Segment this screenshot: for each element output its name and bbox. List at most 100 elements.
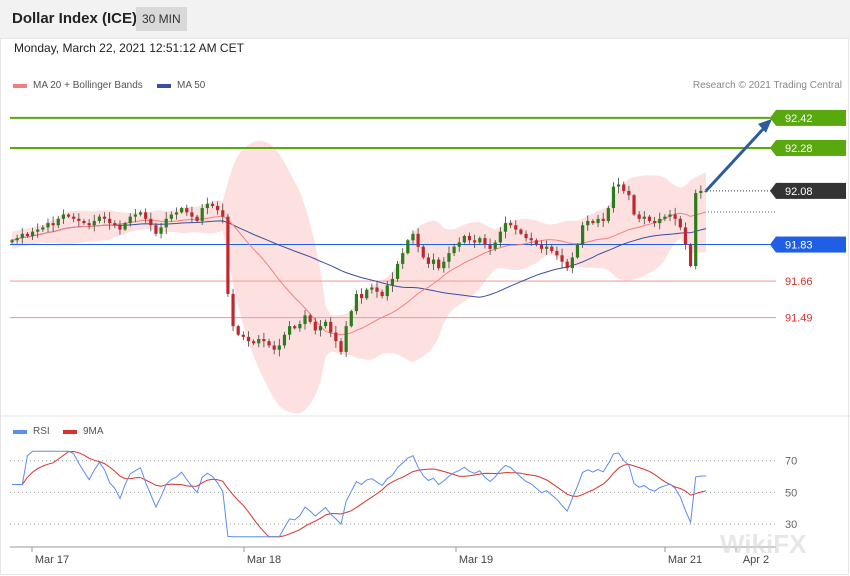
candle-body	[174, 212, 179, 215]
ma20-swatch	[13, 83, 27, 88]
candle-body	[77, 218, 81, 221]
candle-body	[87, 223, 91, 226]
rsi-level-label: 30	[785, 519, 797, 531]
candle-body	[133, 214, 137, 217]
x-tick-label: Mar 19	[459, 554, 493, 566]
candle-body	[293, 326, 297, 329]
candle-body	[108, 218, 112, 224]
candle-body	[277, 345, 281, 350]
timeframe-badge[interactable]: 30 MIN	[136, 7, 187, 31]
candle-body	[699, 190, 703, 194]
level-91-49-label: 91.49	[785, 313, 813, 325]
candle-body	[478, 238, 482, 243]
level-92-08-tag-tip	[770, 182, 781, 199]
candle-body	[231, 293, 235, 327]
candle-body	[591, 220, 595, 224]
level-91-83-label: 91.83	[785, 240, 813, 252]
candle-body	[10, 240, 14, 243]
candle-body	[447, 253, 451, 262]
rsi-swatch	[13, 429, 27, 434]
candle-body	[216, 205, 220, 211]
candle-body	[30, 231, 35, 236]
candle-body	[421, 246, 425, 258]
candle-body	[370, 287, 374, 290]
candle-body	[452, 246, 456, 254]
candle-body	[683, 227, 688, 245]
x-tick-label: Mar 21	[668, 554, 702, 566]
candle-body	[473, 240, 477, 243]
candle-body	[128, 216, 132, 224]
candle-body	[462, 235, 466, 243]
chart-datetime: Monday, March 22, 2021 12:51:12 AM CET	[14, 41, 244, 55]
rsi-line	[12, 450, 706, 538]
candle-body	[56, 218, 60, 226]
candle-body	[437, 259, 441, 269]
level-92-28-tag-tip	[770, 139, 781, 156]
candle-body	[442, 261, 446, 269]
candle-body	[257, 339, 261, 344]
level-91-83-tag	[780, 236, 846, 253]
legend-rsi-ma: 9MA	[63, 426, 104, 437]
candle-body	[483, 238, 487, 245]
candle-body	[493, 242, 497, 249]
candle-body	[36, 229, 40, 232]
candle-body	[334, 332, 338, 342]
legend-ma50: MA 50	[157, 80, 205, 91]
forecast-arrow-shaft	[704, 124, 768, 192]
candle-body	[514, 225, 518, 230]
candle-body	[411, 233, 415, 241]
candle-body	[637, 214, 641, 219]
candle-body	[210, 203, 215, 206]
candle-body	[678, 218, 682, 228]
candle-body	[509, 223, 513, 226]
candle-body	[565, 261, 569, 269]
forecast-arrow-head	[758, 118, 772, 133]
candle-body	[406, 240, 410, 254]
candle-body	[652, 220, 657, 224]
candle-body	[92, 220, 96, 226]
candle-body	[668, 214, 672, 217]
candle-body	[688, 244, 693, 267]
candle-body	[82, 220, 86, 224]
candle-body	[375, 287, 379, 292]
level-92-28-label: 92.28	[785, 143, 813, 155]
candle-body	[169, 214, 173, 219]
ma20-label: MA 20 + Bollinger Bands	[33, 80, 143, 91]
legend-ma20: MA 20 + Bollinger Bands	[13, 80, 143, 91]
candle-body	[185, 208, 189, 213]
candle-body	[344, 326, 348, 352]
ma50-swatch	[157, 83, 171, 88]
candle-body	[390, 278, 395, 286]
rsi-label: RSI	[33, 426, 50, 437]
candle-body	[498, 231, 502, 243]
candle-body	[663, 216, 667, 219]
candle-body	[25, 233, 30, 236]
candle-body	[365, 289, 369, 299]
candle-body	[138, 212, 143, 215]
candle-body	[704, 190, 708, 192]
candle-body	[606, 208, 610, 221]
candle-body	[426, 257, 430, 264]
candle-body	[200, 208, 204, 221]
candle-body	[72, 216, 76, 219]
candle-body	[503, 223, 508, 232]
candle-body	[195, 216, 199, 221]
rsi-ma-swatch	[63, 429, 77, 434]
candle-body	[622, 184, 626, 191]
candle-body	[118, 225, 122, 230]
x-tick-label: Mar 18	[247, 554, 281, 566]
candle-body	[395, 263, 400, 279]
candle-body	[519, 229, 523, 234]
candle-body	[123, 223, 127, 230]
candle-body	[66, 214, 71, 217]
candle-body	[560, 255, 564, 262]
candle-body	[596, 218, 600, 224]
candle-body	[431, 259, 436, 264]
candle-body	[658, 218, 662, 224]
candle-body	[164, 218, 168, 228]
candle-body	[323, 321, 328, 327]
candle-body	[51, 223, 55, 226]
candle-body	[354, 293, 359, 312]
candle-body	[581, 225, 585, 245]
